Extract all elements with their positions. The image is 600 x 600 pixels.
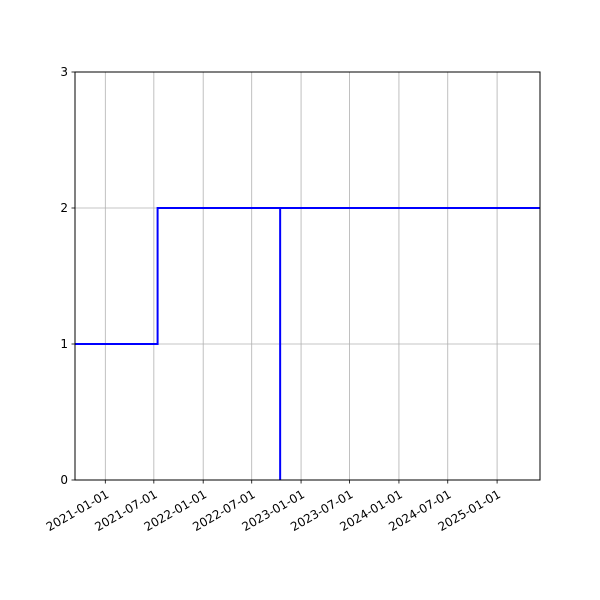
y-axis-ticks: 0 1 2 3 bbox=[60, 65, 75, 487]
y-tick-label: 2 bbox=[60, 201, 68, 215]
y-tick-label: 3 bbox=[60, 65, 68, 79]
axes-frame bbox=[74, 71, 541, 481]
series-line-0 bbox=[75, 207, 540, 480]
y-tick-label: 1 bbox=[60, 337, 68, 351]
series-layer bbox=[75, 207, 540, 480]
y-tick-label: 0 bbox=[60, 473, 68, 487]
